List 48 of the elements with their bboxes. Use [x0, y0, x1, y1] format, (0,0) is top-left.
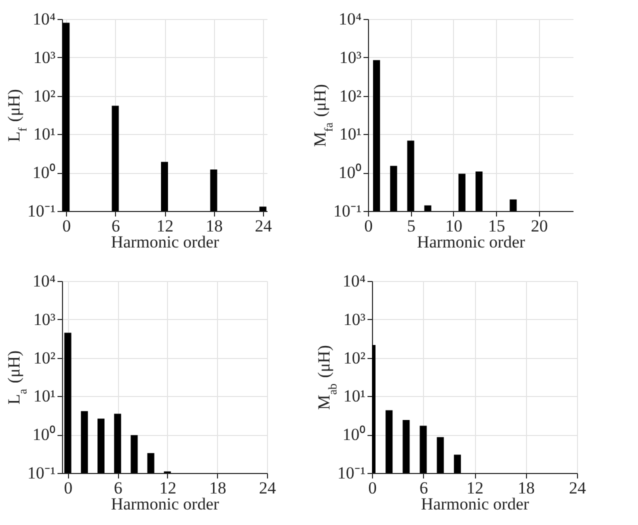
x-tick-label: 0: [62, 216, 71, 236]
y-tick-label: 10⁻¹: [333, 202, 362, 220]
y-tick-label: 10⁰: [338, 163, 362, 182]
y-tick-label: 10³: [343, 310, 366, 329]
x-axis-title: Harmonic order: [420, 494, 530, 514]
y-tick-label: 10⁴: [32, 272, 56, 290]
x-tick-label: 0: [368, 478, 377, 498]
y-tick-label: 10⁻¹: [337, 464, 366, 482]
y-tick-label: 10⁰: [342, 425, 366, 444]
y-tick-label: 10¹: [339, 124, 362, 144]
x-tick-label: 6: [112, 216, 120, 236]
y-tick-label: 10¹: [33, 124, 56, 144]
x-tick-label: 6: [420, 478, 428, 498]
x-tick-label: 24: [254, 216, 272, 236]
y-tick-label: 10³: [339, 48, 362, 67]
y-tick-label: 10⁻¹: [27, 202, 56, 220]
y-tick-label: 10²: [33, 348, 56, 368]
x-tick-label: 10: [445, 216, 462, 236]
x-tick-label: 0: [64, 478, 73, 498]
x-tick-label: 0: [364, 216, 373, 236]
y-tick-label: 10⁰: [32, 163, 56, 182]
y-tick-label: 10¹: [33, 386, 56, 406]
y-tick-label: 10⁴: [342, 272, 366, 290]
y-tick-label: 10⁴: [338, 10, 362, 28]
x-tick-label: 24: [259, 478, 276, 498]
y-tick-label: 10¹: [343, 386, 366, 406]
x-axis-title: Harmonic order: [110, 232, 220, 252]
x-tick-label: 5: [406, 216, 416, 236]
x-tick-label: 12: [466, 478, 484, 498]
x-axis-title: Harmonic order: [110, 494, 220, 514]
y-tick-label: 10⁻¹: [27, 464, 56, 482]
y-tick-label: 10²: [33, 86, 56, 106]
x-tick-label: 12: [156, 216, 174, 236]
x-tick-label: 15: [488, 216, 506, 236]
y-tick-label: 10²: [343, 348, 366, 368]
y-tick-label: 10³: [33, 310, 56, 329]
x-tick-label: 18: [518, 478, 535, 498]
x-tick-label: 20: [530, 216, 548, 236]
y-tick-label: 10²: [339, 86, 362, 106]
y-tick-label: 10⁰: [32, 425, 56, 444]
x-tick-label: 18: [206, 216, 223, 236]
x-tick-label: 18: [209, 478, 226, 498]
x-tick-label: 24: [569, 478, 586, 498]
x-tick-label: 12: [159, 478, 176, 498]
y-tick-label: 10³: [33, 48, 56, 67]
y-tick-label: 10⁴: [32, 10, 56, 28]
x-axis-title: Harmonic order: [416, 232, 526, 252]
x-tick-label: 6: [114, 478, 122, 498]
